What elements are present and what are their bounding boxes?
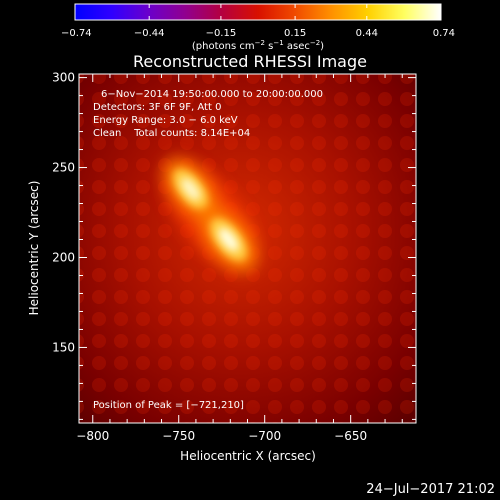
colorbar-tick-label: 0.44 bbox=[356, 28, 378, 39]
colorbar-tick-label: 0.74 bbox=[433, 28, 455, 39]
info-line-energy: Energy Range: 3.0 − 6.0 keV bbox=[93, 115, 238, 126]
chart-title: Reconstructed RHESSI Image bbox=[133, 52, 367, 71]
info-line-detectors: Detectors: 3F 6F 9F, Att 0 bbox=[93, 102, 221, 113]
x-tick-label: −650 bbox=[334, 429, 367, 443]
info-line-time: 6−Nov−2014 19:50:00.000 to 20:00:00.000 bbox=[101, 89, 323, 100]
colorbar-tick-label: −0.74 bbox=[61, 28, 92, 39]
colorbar-tick-label: −0.44 bbox=[134, 28, 165, 39]
x-tick-label: −800 bbox=[76, 429, 109, 443]
colorbar-units-label: (photons cm−2 s−1 asec−2) bbox=[192, 39, 324, 52]
colorbar-tick-label: −0.15 bbox=[206, 28, 237, 39]
y-axis-label: Heliocentric Y (arcsec) bbox=[27, 181, 41, 316]
timestamp: 24−Jul−2017 21:02 bbox=[366, 482, 495, 497]
x-tick-label: −700 bbox=[248, 429, 281, 443]
y-tick-label: 150 bbox=[52, 340, 75, 354]
y-tick-label: 200 bbox=[52, 250, 75, 264]
colorbar: −0.74 −0.44 −0.15 0.15 0.44 0.74 (photons cm−… bbox=[61, 3, 455, 52]
y-tick-label: 300 bbox=[52, 71, 75, 85]
sources-layer bbox=[164, 158, 257, 272]
colorbar-ticks: −0.74 −0.44 −0.15 0.15 0.44 0.74 bbox=[61, 4, 455, 39]
colorbar-tick-label: 0.15 bbox=[284, 28, 306, 39]
colorbar-bar bbox=[74, 3, 442, 21]
info-annotation: 6−Nov−2014 19:50:00.000 to 20:00:00.000 … bbox=[93, 89, 323, 139]
x-axis-label: Heliocentric X (arcsec) bbox=[180, 449, 316, 463]
peak-position-label: Position of Peak = [−721,210] bbox=[93, 400, 244, 411]
source-peak bbox=[218, 227, 239, 252]
y-axis: 150 200 250 300 bbox=[52, 71, 416, 420]
image-area bbox=[79, 74, 416, 423]
y-tick-label: 250 bbox=[52, 161, 75, 175]
x-axis: −800 −750 −700 −650 bbox=[76, 74, 403, 443]
x-tick-label: −750 bbox=[162, 429, 195, 443]
source-peak bbox=[181, 178, 201, 201]
info-line-counts: Clean Total counts: 8.14E+04 bbox=[93, 128, 250, 139]
